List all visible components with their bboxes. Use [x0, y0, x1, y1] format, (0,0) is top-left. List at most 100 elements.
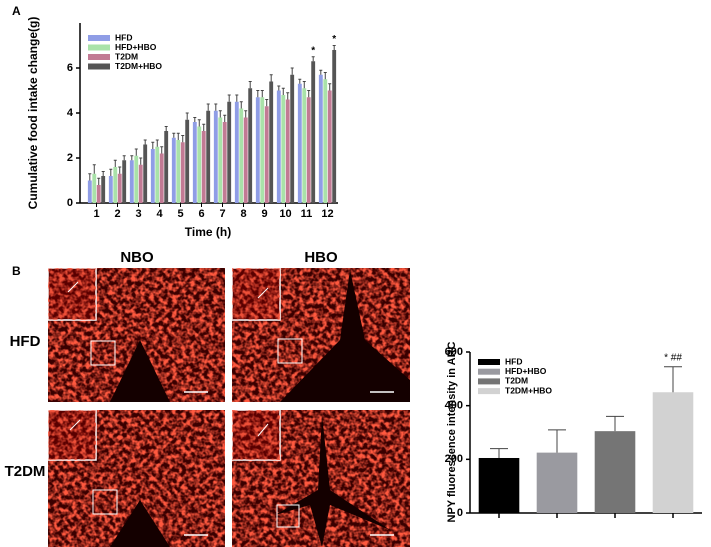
error-bar: [92, 164, 96, 174]
error-bar: [139, 157, 143, 165]
bar: [239, 108, 244, 203]
x-axis-label: Time (h): [185, 225, 231, 239]
bar: [302, 88, 307, 203]
bar: [122, 160, 127, 203]
legend-label: T2DM: [115, 51, 138, 61]
error-bar: [160, 146, 164, 154]
x-tick-label: 9: [261, 208, 267, 220]
error-bar: [101, 171, 105, 176]
bar: [281, 95, 286, 203]
error-bar: [311, 56, 315, 62]
x-tick-label: 4: [156, 208, 163, 220]
bar: [92, 173, 97, 203]
error-bar: [155, 139, 159, 147]
bar: [185, 119, 190, 203]
legend-swatch: [88, 54, 110, 60]
error-bar: [235, 94, 239, 102]
bar: [101, 176, 106, 203]
x-tick-label: 10: [279, 208, 291, 220]
y-tick-label: 2: [67, 152, 73, 164]
x-tick-label: 1: [93, 208, 99, 220]
bar: [138, 164, 143, 203]
error-bar: [248, 81, 252, 89]
error-bar: [134, 148, 138, 156]
error-bar: [323, 72, 327, 80]
error-bar: [548, 429, 566, 453]
bar: [155, 146, 160, 203]
x-tick-label: 8: [240, 208, 246, 220]
bar: [108, 176, 113, 203]
error-bar: [606, 415, 624, 432]
micrograph: [47, 409, 225, 547]
bar: [306, 97, 311, 203]
column-label: NBO: [120, 249, 154, 266]
error-bar: [256, 90, 260, 98]
error-bar: [118, 166, 122, 174]
x-tick-label: 11: [301, 208, 313, 220]
legend-label: T2DM: [505, 376, 528, 386]
error-bar: [332, 45, 336, 50]
error-bar: [223, 114, 227, 122]
bar: [176, 140, 181, 203]
legend-swatch: [88, 35, 110, 41]
error-bar: [193, 117, 197, 122]
error-bar: [130, 155, 134, 161]
row-label: HFD: [10, 333, 41, 350]
x-tick-label: 6: [198, 208, 204, 220]
error-bar: [122, 155, 126, 161]
y-tick-label: 600: [445, 346, 463, 358]
error-bar: [218, 110, 222, 118]
legend-label: T2DM+HBO: [115, 61, 162, 71]
error-bar: [298, 78, 302, 84]
micrograph: [231, 267, 410, 402]
bar: [227, 101, 232, 203]
bar: [327, 90, 332, 203]
bar: [285, 99, 290, 203]
panel-label: B: [12, 264, 21, 278]
row-label: T2DM: [5, 463, 46, 480]
error-bar: [97, 177, 101, 185]
bar: [87, 180, 92, 203]
x-tick-label: 5: [177, 208, 183, 220]
error-bar: [227, 94, 231, 102]
error-bar: [302, 81, 306, 89]
bar: [264, 106, 269, 203]
annotation: *: [311, 45, 315, 56]
error-bar: [265, 99, 269, 107]
x-tick-label: 12: [321, 208, 333, 220]
error-bar: [113, 159, 117, 167]
error-bar: [214, 103, 218, 111]
bar: [134, 155, 139, 203]
error-bar: [197, 119, 201, 127]
error-bar: [319, 69, 323, 75]
bar: [536, 452, 578, 513]
error-bar: [109, 168, 113, 176]
bar: [213, 110, 218, 203]
error-bar: [181, 135, 185, 143]
bar: [290, 74, 295, 203]
panel-label: A: [12, 4, 21, 18]
bar: [164, 131, 169, 203]
bar: [159, 153, 164, 203]
legend-swatch: [88, 44, 110, 51]
micrographs: [47, 267, 410, 547]
bar: [113, 167, 118, 203]
x-tick-label: 3: [135, 208, 141, 220]
legend-label: HFD+HBO: [115, 42, 157, 52]
bar: [197, 126, 202, 203]
bar: [129, 160, 134, 203]
legend-swatch: [88, 63, 110, 70]
error-bar: [185, 112, 189, 120]
legend-swatch: [478, 388, 500, 395]
error-bar: [88, 173, 92, 181]
y-tick-label: 200: [445, 453, 463, 465]
bar: [248, 88, 253, 203]
y-tick-label: 400: [445, 400, 463, 412]
error-bar: [490, 448, 508, 458]
y-axis-label: NPY fluorescence intensity in ARC: [446, 341, 458, 522]
y-tick-label: 0: [457, 507, 463, 519]
y-axis-label: Cumulative food intake change(g): [26, 17, 40, 210]
bar: [255, 97, 260, 203]
bar: [594, 431, 636, 513]
bar: [206, 110, 211, 203]
